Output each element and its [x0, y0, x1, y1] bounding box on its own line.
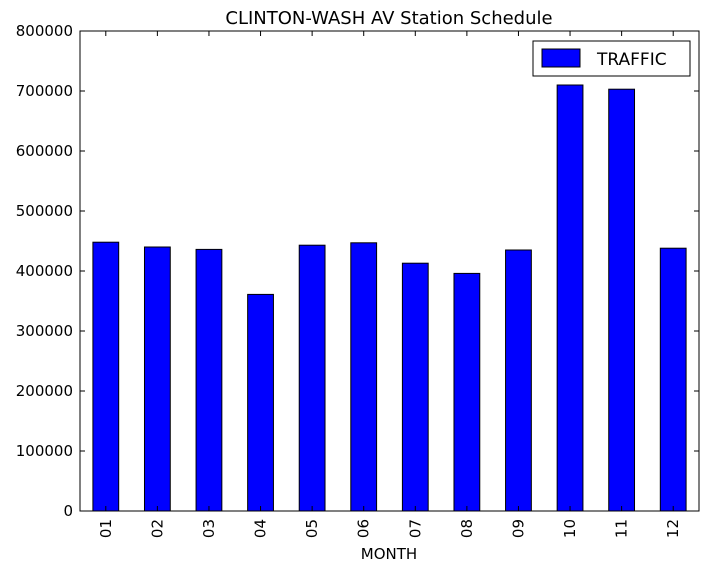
bar-03: [195, 248, 223, 512]
legend-swatch-traffic: [541, 48, 581, 68]
x-tick-label-05: 05: [303, 519, 321, 538]
x-tick-label-03: 03: [200, 519, 218, 538]
x-tick-label-02: 02: [148, 519, 166, 538]
chart-title: CLINTON-WASH AV Station Schedule: [225, 8, 552, 29]
bar-07: [401, 262, 429, 512]
y-axis: 0 100000 200000 300000 400000 500000 600000 700…: [16, 22, 699, 520]
x-tick-label-09: 09: [509, 519, 527, 538]
legend-label-traffic: TRAFFIC: [596, 50, 667, 70]
y-tick-label-700000: 700000: [16, 82, 73, 100]
x-tick-label-06: 06: [355, 519, 373, 538]
bar-10: [556, 84, 584, 512]
x-tick-label-10: 10: [561, 519, 579, 538]
bar-04: [247, 293, 274, 512]
x-tick-label-08: 08: [458, 519, 476, 538]
bar-08: [453, 272, 481, 512]
x-axis-label: MONTH: [361, 545, 417, 563]
bar-09: [505, 249, 532, 512]
bar-12: [659, 247, 687, 512]
legend: TRAFFIC: [532, 40, 691, 77]
y-tick-label-200000: 200000: [16, 382, 73, 400]
plot-frame: [79, 30, 700, 512]
y-tick-label-300000: 300000: [16, 322, 73, 340]
y-tick-label-0: 0: [63, 502, 73, 520]
bar-01: [92, 241, 120, 512]
y-tick-label-800000: 800000: [16, 22, 73, 40]
y-tick-label-600000: 600000: [16, 142, 73, 160]
x-tick-label-12: 12: [664, 519, 682, 538]
bar-11: [608, 88, 636, 512]
x-axis: 01 02 03 04 05 06 07 08 09 10 11 12: [97, 31, 682, 538]
bar-06: [350, 242, 378, 512]
x-tick-label-11: 11: [613, 519, 631, 538]
bar-05: [298, 244, 326, 512]
y-tick-label-100000: 100000: [16, 442, 73, 460]
x-tick-label-04: 04: [252, 519, 270, 538]
bar-02: [143, 246, 171, 512]
y-tick-label-400000: 400000: [16, 262, 73, 280]
bars-group: [92, 84, 687, 512]
y-tick-label-500000: 500000: [16, 202, 73, 220]
x-tick-label-01: 01: [97, 519, 115, 538]
x-tick-label-07: 07: [406, 519, 424, 538]
